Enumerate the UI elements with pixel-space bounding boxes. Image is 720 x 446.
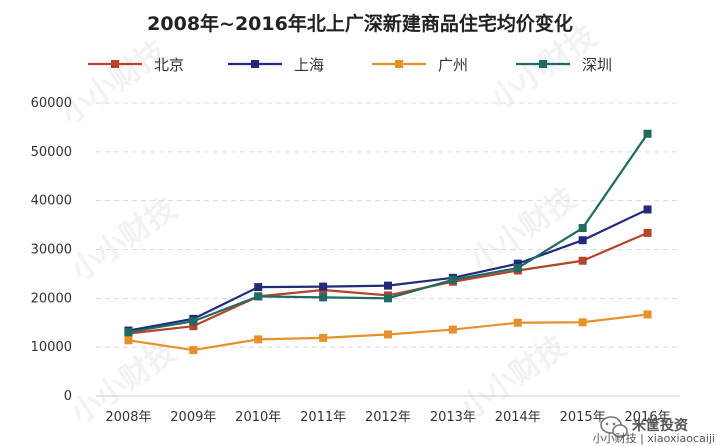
data-point bbox=[578, 224, 587, 233]
data-point bbox=[578, 318, 587, 327]
data-point bbox=[254, 335, 263, 344]
legend-item: 北京 bbox=[88, 56, 184, 74]
legend-marker bbox=[251, 60, 259, 68]
data-point bbox=[643, 129, 652, 138]
data-point bbox=[254, 292, 263, 301]
series-3 bbox=[124, 129, 652, 337]
watermark-text: 小小财技 bbox=[65, 191, 183, 288]
data-point bbox=[189, 346, 198, 355]
y-tick-label: 20000 bbox=[31, 291, 72, 306]
watermark-text: 小小财技 bbox=[55, 34, 173, 131]
legend-item: 广州 bbox=[372, 56, 468, 74]
data-point bbox=[643, 228, 652, 237]
wechat-account-label: 米筐投资 bbox=[632, 417, 688, 434]
grid-lines bbox=[96, 102, 680, 348]
data-point bbox=[189, 322, 198, 331]
x-tick-label: 2015年 bbox=[560, 410, 606, 425]
data-point bbox=[384, 281, 392, 290]
x-tick-label: 2009年 bbox=[170, 410, 216, 425]
x-tick-label: 2014年 bbox=[495, 410, 541, 425]
y-tick-label: 0 bbox=[64, 389, 72, 404]
watermarks: 小小财技 小小财技 小小财技 小小财技 小小财技 小小财技 bbox=[55, 19, 603, 431]
series-1 bbox=[124, 205, 652, 335]
y-axis-ticks: 0 10000 20000 30000 40000 50000 60000 bbox=[31, 96, 72, 404]
data-point bbox=[124, 328, 133, 337]
x-tick-label: 2008年 bbox=[105, 410, 151, 425]
data-point bbox=[513, 259, 522, 268]
series-group bbox=[124, 129, 652, 355]
chart-title: 2008年~2016年北上广深新建商品住宅均价变化 bbox=[147, 12, 573, 35]
legend-label: 北京 bbox=[154, 56, 184, 74]
data-point bbox=[384, 330, 392, 339]
legend-marker bbox=[539, 60, 547, 68]
legend-label: 上海 bbox=[294, 56, 324, 74]
series-2 bbox=[124, 310, 652, 355]
legend-item: 上海 bbox=[228, 56, 324, 74]
data-point bbox=[254, 283, 263, 292]
y-tick-label: 50000 bbox=[31, 145, 72, 160]
y-tick-label: 60000 bbox=[31, 96, 72, 111]
wechat-badge: 米筐投资 bbox=[600, 416, 688, 438]
data-point bbox=[319, 293, 328, 302]
legend-marker bbox=[111, 60, 119, 68]
data-point bbox=[189, 317, 198, 326]
data-point bbox=[124, 336, 133, 345]
x-tick-label: 2016年 bbox=[625, 410, 671, 425]
data-point bbox=[578, 256, 587, 265]
data-point bbox=[643, 205, 652, 214]
data-point bbox=[319, 333, 328, 342]
legend-marker bbox=[395, 60, 403, 68]
data-point bbox=[319, 282, 328, 291]
data-point bbox=[513, 318, 522, 327]
data-point bbox=[448, 275, 457, 284]
data-point bbox=[448, 325, 457, 334]
credit-text: 小小财技 | xiaoxiaocaiji bbox=[593, 431, 715, 445]
x-tick-label: 2013年 bbox=[430, 410, 476, 425]
legend-label: 深圳 bbox=[582, 56, 612, 74]
data-point bbox=[578, 236, 587, 245]
wechat-icon bbox=[600, 416, 628, 438]
legend-item: 深圳 bbox=[516, 56, 612, 74]
x-tick-label: 2011年 bbox=[300, 410, 346, 425]
x-axis-ticks: 2008年 2009年 2010年 2011年 2012年 2013年 2014年 2015年… bbox=[105, 410, 670, 425]
data-point bbox=[643, 310, 652, 319]
y-tick-label: 10000 bbox=[31, 340, 72, 355]
data-point bbox=[513, 264, 522, 273]
x-tick-label: 2010年 bbox=[235, 410, 281, 425]
x-tick-label: 2012年 bbox=[365, 410, 411, 425]
legend: 北京 上海 广州 深圳 bbox=[88, 56, 612, 74]
data-point bbox=[384, 294, 392, 303]
legend-label: 广州 bbox=[438, 56, 468, 74]
y-tick-label: 40000 bbox=[31, 194, 72, 209]
y-tick-label: 30000 bbox=[31, 243, 72, 258]
series-line bbox=[128, 208, 649, 332]
